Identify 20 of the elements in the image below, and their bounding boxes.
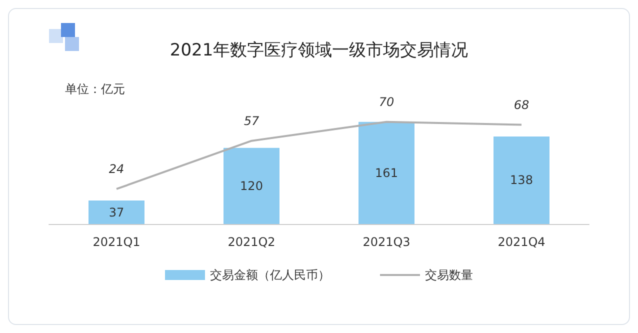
- data-label: 138: [510, 173, 533, 188]
- bar: [88, 200, 144, 224]
- legend-label: 交易金额（亿人民币）: [210, 268, 330, 282]
- data-label: 161: [375, 166, 398, 180]
- data-label: 57: [244, 114, 260, 128]
- chart-title: 2021年数字医疗领域一级市场交易情况: [170, 40, 468, 60]
- text: 单位：亿元: [65, 82, 125, 96]
- bar: [224, 148, 280, 224]
- bar: [494, 136, 550, 224]
- data-label: 24: [108, 162, 124, 176]
- data-label: 120: [240, 178, 263, 193]
- bar: [358, 122, 414, 224]
- x-tick-label: 2021Q1: [92, 235, 140, 249]
- legend-label: 交易数量: [425, 268, 473, 282]
- x-tick-label: 2021Q4: [498, 235, 546, 249]
- data-label: 70: [378, 94, 394, 109]
- x-tick-label: 2021Q2: [228, 235, 276, 249]
- x-tick-label: 2021Q3: [362, 235, 410, 249]
- data-label: 68: [514, 98, 530, 112]
- data-label: 37: [108, 205, 124, 220]
